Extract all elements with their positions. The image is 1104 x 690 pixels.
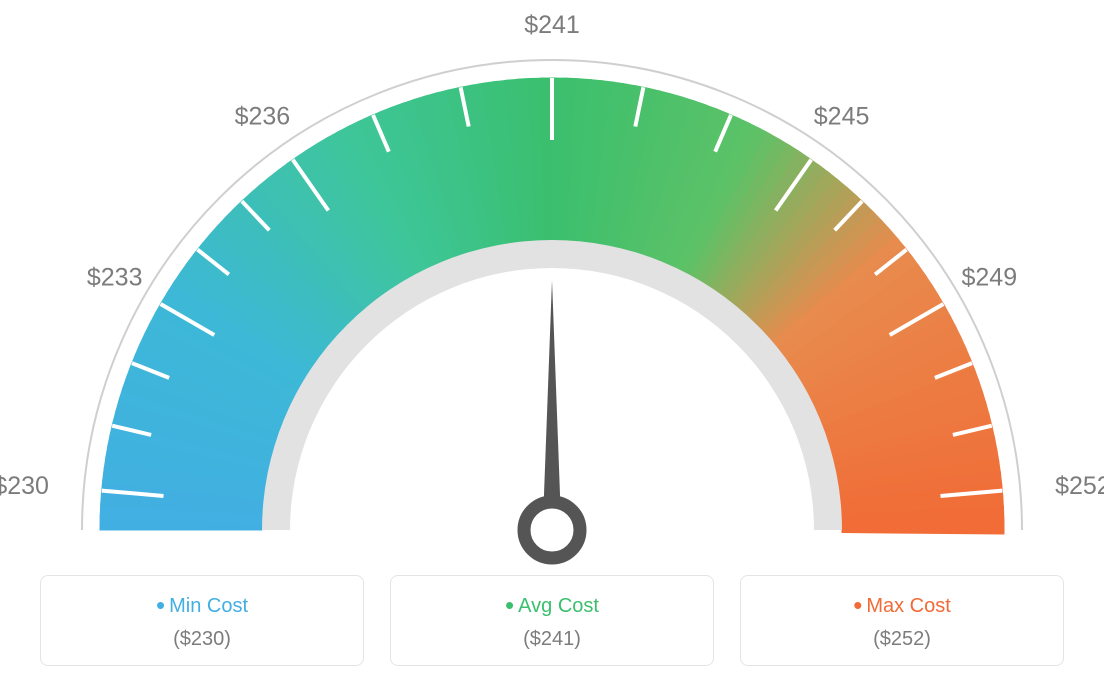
- gauge-needle-hub: [524, 502, 580, 558]
- legend-label: •Min Cost: [51, 592, 353, 618]
- legend-dot-icon: •: [156, 590, 169, 620]
- gauge-tick-label: $252: [1055, 472, 1104, 500]
- gauge-chart: $230 $233 $236 $241 $245 $249 $252: [0, 10, 1104, 570]
- legend-label: •Avg Cost: [401, 592, 703, 618]
- gauge-tick-label: $233: [87, 263, 143, 291]
- gauge-tick-label: $230: [0, 472, 49, 500]
- gauge-tick-label: $249: [962, 263, 1018, 291]
- gauge-tick-label: $236: [235, 102, 291, 130]
- legend-label: •Max Cost: [751, 592, 1053, 618]
- legend-card-max: •Max Cost ($252): [740, 575, 1064, 666]
- gauge-tick-label: $241: [524, 11, 580, 39]
- legend-card-avg: •Avg Cost ($241): [390, 575, 714, 666]
- legend-value: ($241): [401, 628, 703, 651]
- legend-value: ($252): [751, 628, 1053, 651]
- gauge-tick-label: $245: [814, 102, 870, 130]
- legend-value: ($230): [51, 628, 353, 651]
- legend-label-text: Avg Cost: [518, 595, 599, 617]
- legend-dot-icon: •: [853, 590, 866, 620]
- legend-card-min: •Min Cost ($230): [40, 575, 364, 666]
- legend-dot-icon: •: [505, 590, 518, 620]
- legend-row: •Min Cost($230)•Avg Cost($241)•Max Cost(…: [40, 575, 1064, 666]
- legend-label-text: Min Cost: [169, 595, 248, 617]
- legend-label-text: Max Cost: [866, 595, 950, 617]
